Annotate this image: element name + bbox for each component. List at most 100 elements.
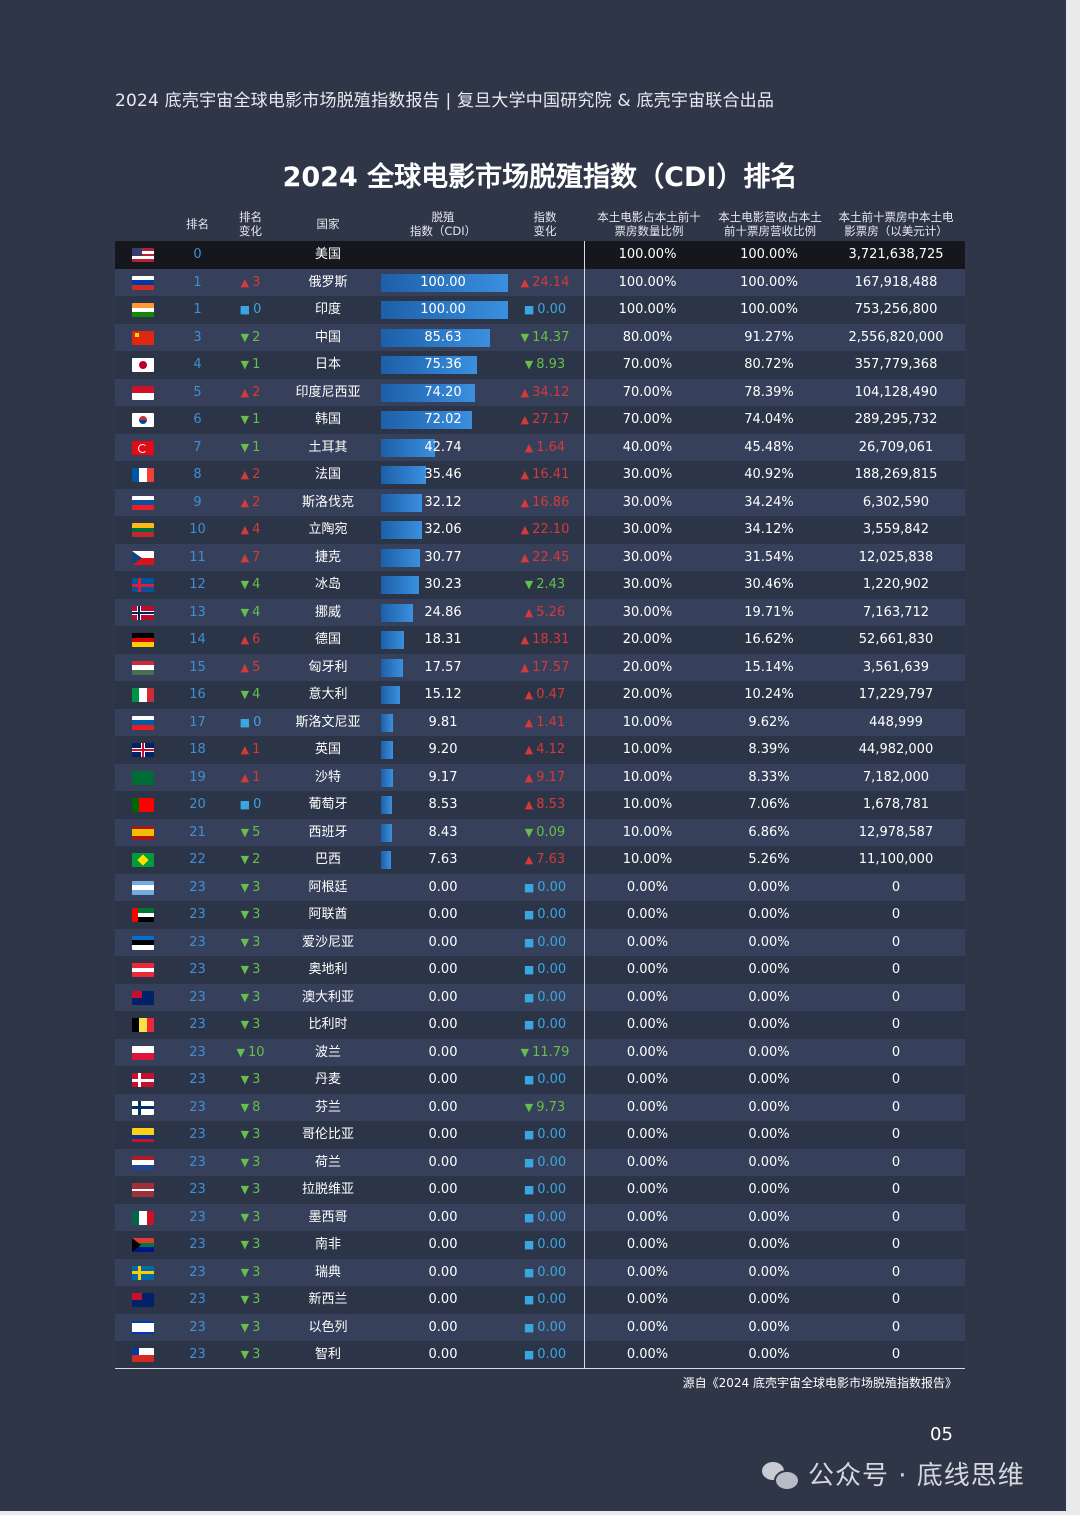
cdi-bar [381,273,508,292]
rank-cell: 12 [189,577,206,592]
fr-flag-icon [132,468,154,482]
arrow-down-icon: ▼ [524,825,534,839]
cdi-bar [381,383,476,402]
arrow-up-icon: ▲ [524,770,534,784]
arrow-up-icon: ▲ [240,275,250,289]
square-icon: ■ [523,1210,535,1224]
rank-cell: 23 [189,1099,206,1115]
rank-cell: 17 [189,714,206,730]
rank-change-cell: ▼ 2 [228,846,273,874]
country-name: 以色列 [308,1319,348,1335]
rank-change-cell: ■ 0 [228,791,273,819]
rank-cell: 21 [189,824,206,840]
column-divider [584,351,585,379]
cdi-bar [381,548,421,567]
screen-share-value: 10.00% [622,852,673,867]
index-change-cell: ▲ 22.45 [515,544,575,572]
column-divider [584,1258,585,1286]
index-change-cell: ■ 0.00 [515,1259,575,1287]
rank-change-cell: ▼ 8 [228,1094,273,1122]
revenue-share-value: 0.00% [748,962,790,977]
index-change-value: 7.63 [536,852,566,867]
revenue-share-value: 0.00% [748,1072,790,1087]
column-header-screen-share: 本土电影占本土前十 票房数量比例 [597,210,701,238]
index-change-cell: ■ 0.00 [515,956,575,984]
revenue-share-value: 0.00% [748,1209,790,1225]
rank-cell: 23 [189,1127,206,1142]
table-row: 9 ▲ 2 斯洛伐克 32.12 ▲ 16.86 30.00% 34.24% 6,302,590 [115,488,965,516]
br-flag-icon [132,853,154,867]
country-name: 匈牙利 [308,659,348,675]
rank-cell: 6 [193,412,202,427]
index-change-cell: ▼ 14.37 [515,324,575,352]
index-change-cell: ■ 0.00 [515,1121,575,1149]
country-name: 波兰 [314,1044,341,1060]
column-divider [584,653,585,681]
rank-change-cell: ▼ 4 [228,681,273,709]
rank-change-value: 1 [252,742,261,757]
lv-flag-icon [132,1183,154,1197]
index-change-cell: ▼ 2.43 [515,571,575,599]
cdi-bar [381,356,477,374]
rank-change-value: 3 [252,1154,261,1170]
box-office-value: 0 [891,1182,901,1197]
index-change-cell: ▲ 24.14 [515,269,575,297]
rank-change-cell: ▼ 3 [228,1286,273,1314]
square-icon: ■ [523,908,535,921]
rank-change-cell: ▼ 1 [228,406,273,434]
country-name: 斯洛伐克 [301,494,354,510]
table-row: 13 ▼ 4 挪威 24.86 ▲ 5.26 30.00% 19.71% 7,163,712 [115,598,965,626]
rank-cell: 23 [189,934,206,950]
box-office-value: 0 [891,934,901,950]
cdi-value: 30.23 [424,577,462,592]
screen-share-value: 0.00% [626,1099,669,1115]
screen-share-value: 30.00% [622,522,673,537]
index-change-value: 8.53 [536,797,566,812]
cdi-value: 75.36 [424,357,462,372]
ar-flag-icon [132,880,154,895]
box-office-value: 1,220,902 [862,577,930,592]
arrow-up-icon: ▲ [524,605,534,619]
box-office-value: 289,295,732 [854,412,938,427]
column-divider [584,736,585,764]
rank-change-cell: ▲ 6 [228,626,273,654]
country-name: 立陶宛 [308,522,348,537]
table-row: 23 ▼ 3 哥伦比亚 0.00 ■ 0.00 0.00% 0.00% 0 [115,1121,965,1149]
kr-flag-icon [132,413,154,427]
index-change-value: 16.86 [532,494,570,510]
country-name: 印度 [314,302,341,317]
arrow-up-icon: ▲ [524,798,534,811]
cdi-value: 8.53 [428,797,458,812]
table-row: 15 ▲ 5 匈牙利 17.57 ▲ 17.57 20.00% 15.14% 3,561,639 [115,653,965,681]
cdi-value: 35.46 [424,467,462,482]
box-office-value: 0 [891,1237,901,1252]
rank-change-value: 6 [252,632,261,647]
column-header-index-change: 指数 变化 [533,210,557,238]
arrow-down-icon: ▼ [520,1045,530,1059]
rank-change-cell: ▲ 3 [228,269,273,297]
cdi-value: 0.00 [428,1017,458,1032]
screen-share-value: 20.00% [622,687,673,702]
co-flag-icon [132,1128,154,1142]
arrow-down-icon: ▼ [240,880,250,894]
screen-share-value: 40.00% [622,439,673,455]
arrow-down-icon: ▼ [240,688,250,701]
revenue-share-value: 0.00% [748,1154,790,1170]
rank-cell: 1 [193,274,202,290]
rank-cell: 15 [189,659,206,675]
index-change-value: 11.79 [532,1044,570,1060]
index-change-value: 0.00 [537,1237,567,1252]
rank-change-cell: ▲ 7 [228,544,273,572]
arrow-up-icon: ▲ [240,468,250,481]
cdi-bar [381,466,427,484]
rank-cell: 9 [193,494,202,510]
rank-change-value: 0 [253,714,262,730]
revenue-share-value: 0.00% [748,1017,790,1032]
rank-change-value: 1 [252,412,261,427]
arrow-up-icon: ▲ [520,523,530,536]
table-row: 23 ▼ 3 瑞典 0.00 ■ 0.00 0.00% 0.00% 0 [115,1258,965,1287]
screen-share-value: 30.00% [622,577,673,592]
rank-cell: 23 [189,1237,206,1252]
column-header-cdi: 脱殖 指数（CDI） [409,210,477,238]
index-change-value: 22.10 [532,522,570,537]
